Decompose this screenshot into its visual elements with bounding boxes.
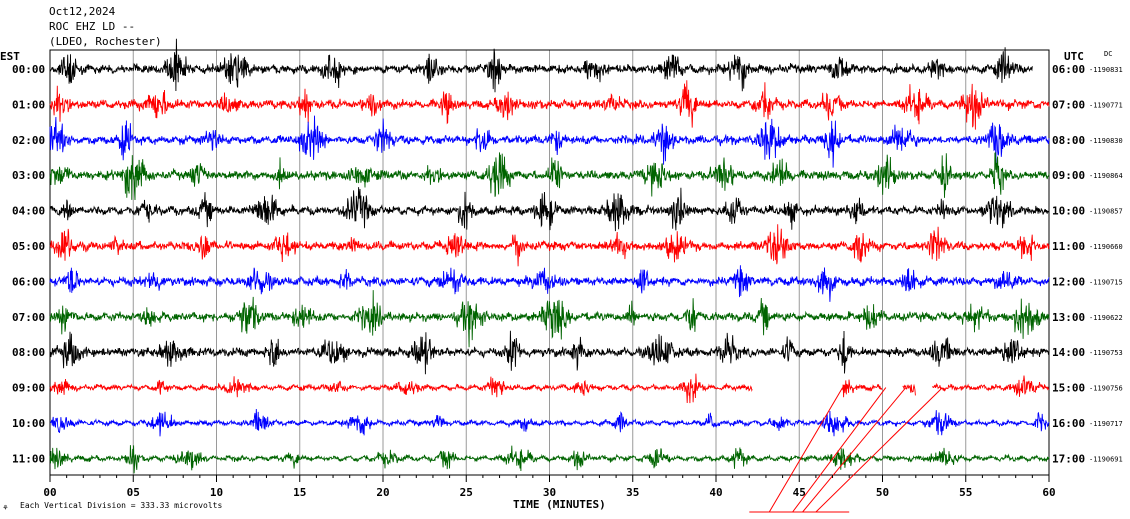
row-label-left: 06:00 [12, 275, 45, 288]
header-station: ROC EHZ LD -- [49, 20, 135, 33]
row-label-left: 07:00 [12, 311, 45, 324]
row-label-left: 05:00 [12, 240, 45, 253]
left-zone-label: EST [0, 50, 20, 63]
corner-mark: ⚘ [3, 503, 8, 512]
row-dc-value: -1190831 [1089, 66, 1123, 74]
right-zone-label: UTC [1064, 50, 1084, 63]
row-dc-value: -1190756 [1089, 385, 1123, 393]
row-label-right: 14:00 [1052, 346, 1085, 359]
row-dc-value: -1190753 [1089, 349, 1123, 357]
row-dc-value: -1190864 [1089, 172, 1123, 180]
row-label-left: 01:00 [12, 98, 45, 111]
x-tick-label: 55 [959, 486, 972, 499]
row-dc-value: -1190622 [1089, 314, 1123, 322]
row-dc-value: -1190857 [1089, 208, 1123, 216]
row-label-right: 17:00 [1052, 452, 1085, 465]
trace-row [49, 330, 1050, 375]
trace-row [49, 290, 1050, 348]
axis-labels: 00 05 10 15 20 25 30 35 40 45 50 55 60 00:00 06:00 -119… [12, 63, 1123, 499]
row-label-left: 04:00 [12, 205, 45, 218]
annotation-line [802, 387, 907, 513]
minute-grid [132, 50, 967, 475]
row-label-right: 15:00 [1052, 382, 1085, 395]
row-label-right: 13:00 [1052, 311, 1085, 324]
trace-row [49, 265, 1050, 302]
x-tick-label: 50 [876, 486, 889, 499]
annotation-line [768, 387, 843, 513]
x-tick-label: 40 [709, 486, 722, 499]
annotation-line [815, 387, 943, 513]
row-label-left: 08:00 [12, 346, 45, 359]
trace-row [49, 152, 1050, 201]
row-label-left: 03:00 [12, 169, 45, 182]
annotation-line [792, 387, 887, 513]
x-tick-label: 25 [460, 486, 473, 499]
row-label-right: 11:00 [1052, 240, 1085, 253]
scale-note: Each Vertical Division = 333.33 microvol… [20, 501, 222, 510]
trace-row [49, 445, 1050, 474]
dc-label: DC [1104, 50, 1112, 58]
trace-row [49, 224, 1050, 267]
row-label-left: 10:00 [12, 417, 45, 430]
row-dc-value: -1190717 [1089, 420, 1123, 428]
row-label-right: 06:00 [1052, 63, 1085, 76]
traces [49, 38, 1050, 474]
x-tick-label: 20 [376, 486, 389, 499]
x-tick-label: 15 [293, 486, 306, 499]
row-label-right: 09:00 [1052, 169, 1085, 182]
x-tick-label: 05 [127, 486, 140, 499]
trace-row [49, 187, 1050, 232]
annotation-lines [749, 387, 943, 513]
x-tick-label: 35 [626, 486, 639, 499]
row-dc-value: -1190691 [1089, 455, 1123, 463]
trace-row [49, 408, 1050, 437]
row-dc-value: -1190660 [1089, 243, 1123, 251]
header-date: Oct12,2024 [49, 5, 116, 18]
row-label-left: 02:00 [12, 134, 45, 147]
row-label-right: 16:00 [1052, 417, 1085, 430]
header-network: (LDEO, Rochester) [49, 35, 162, 48]
trace-row [49, 80, 1050, 130]
row-label-right: 12:00 [1052, 275, 1085, 288]
row-label-left: 00:00 [12, 63, 45, 76]
x-tick-label: 45 [793, 486, 806, 499]
row-label-right: 08:00 [1052, 134, 1085, 147]
trace-row [49, 373, 1050, 404]
x-tick-label: 00 [43, 486, 56, 499]
x-tick-label: 30 [543, 486, 556, 499]
x-tick-label: 60 [1042, 486, 1055, 499]
row-label-right: 10:00 [1052, 205, 1085, 218]
x-tick-label: 10 [210, 486, 223, 499]
x-axis-label: TIME (MINUTES) [513, 498, 606, 511]
row-label-right: 07:00 [1052, 98, 1085, 111]
row-dc-value: -1190830 [1089, 137, 1123, 145]
row-dc-value: -1190715 [1089, 278, 1123, 286]
row-label-left: 11:00 [12, 452, 45, 465]
trace-row [49, 38, 1033, 93]
trace-row [49, 115, 1050, 168]
row-dc-value: -1190771 [1089, 101, 1123, 109]
row-label-left: 09:00 [12, 382, 45, 395]
